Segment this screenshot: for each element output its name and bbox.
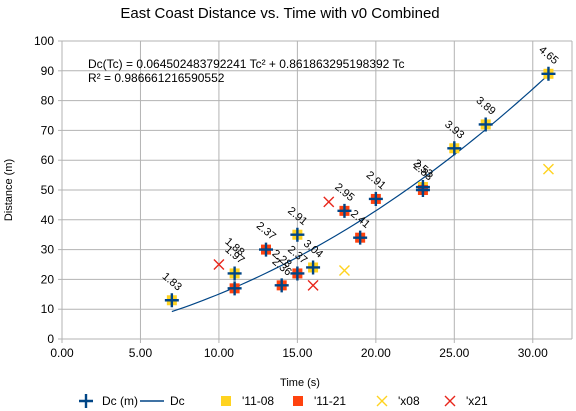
legend-item: '11-21 xyxy=(293,394,346,408)
data-label: 2.95 xyxy=(332,181,356,204)
x-tick-label: 25.00 xyxy=(439,346,469,360)
x-tick-label: 5.00 xyxy=(129,346,153,360)
y-tick-label: 80 xyxy=(41,94,55,108)
legend: Dc (m) Dc '11-08 '11-21 'x08 'x21 xyxy=(79,394,488,408)
y-tick-label: 30 xyxy=(41,243,55,257)
r-squared: R² = 0.986661216590552 xyxy=(88,71,225,85)
legend-marker xyxy=(293,396,303,406)
data-label: 3.89 xyxy=(474,95,498,118)
data-point xyxy=(306,260,321,275)
x-tick-label: 15.00 xyxy=(282,346,312,360)
legend-marker xyxy=(79,394,93,408)
data-point xyxy=(259,242,273,257)
x-tick-label: 0.00 xyxy=(50,346,74,360)
data-point xyxy=(415,180,430,195)
legend-label: '11-08 xyxy=(242,394,274,408)
legend-label: Dc (m) xyxy=(102,394,138,408)
y-tick-label: 70 xyxy=(41,123,55,137)
data-point xyxy=(353,230,368,245)
data-label: 2.41 xyxy=(348,208,372,231)
data-point xyxy=(307,279,319,291)
y-tick-label: 100 xyxy=(34,34,54,48)
grid xyxy=(61,40,573,340)
legend-label: 'x21 xyxy=(466,394,488,408)
x-tick-label: 20.00 xyxy=(361,346,391,360)
data-point xyxy=(541,66,556,81)
y-tick-label: 20 xyxy=(41,272,55,286)
y-tick-label: 10 xyxy=(41,302,55,316)
legend-item: '11-08 xyxy=(221,394,274,408)
data-label: 2.37 xyxy=(254,220,278,243)
legend-item: 'x08 xyxy=(376,394,420,408)
legend-marker xyxy=(444,395,456,407)
y-tick-label: 0 xyxy=(47,332,54,346)
legend-marker xyxy=(376,395,388,407)
y-tick-label: 40 xyxy=(41,213,55,227)
legend-label: 'x08 xyxy=(398,394,420,408)
data-point xyxy=(323,196,335,208)
data-point xyxy=(227,266,242,281)
chart-title: East Coast Distance vs. Time with v0 Com… xyxy=(120,5,439,22)
data-point xyxy=(290,266,305,281)
data-point xyxy=(274,278,289,293)
y-tick-label: 60 xyxy=(41,153,55,167)
x-tick-label: 30.00 xyxy=(518,346,548,360)
data-label: 4.65 xyxy=(536,44,560,67)
data-point xyxy=(478,117,493,132)
y-axis-title: Distance (m) xyxy=(3,159,15,221)
axes: 0 10 20 30 40 50 60 70 80 90 100 0.00 5.00 10.00 15.00… xyxy=(34,34,572,360)
legend-item: 'x21 xyxy=(444,394,488,408)
data-point xyxy=(164,293,179,308)
y-tick-label: 90 xyxy=(41,64,55,78)
legend-marker xyxy=(221,396,231,406)
data-point xyxy=(338,264,350,276)
data-point xyxy=(542,163,554,175)
y-tick-label: 50 xyxy=(41,183,55,197)
data-point xyxy=(447,141,462,156)
trend-equation: Dc(Tc) = 0.064502483792241 Tc² + 0.86186… xyxy=(88,57,404,71)
legend-label: '11-21 xyxy=(314,394,346,408)
data-point xyxy=(337,203,352,218)
data-point xyxy=(213,259,225,270)
x-tick-label: 10.00 xyxy=(204,346,234,360)
data-label: 1.83 xyxy=(160,270,184,293)
data-point xyxy=(368,191,383,206)
legend-item: Dc xyxy=(140,394,185,408)
data-point xyxy=(227,281,242,296)
markers xyxy=(164,66,556,308)
data-point xyxy=(290,227,305,242)
legend-label: Dc xyxy=(170,394,185,408)
legend-item: Dc (m) xyxy=(79,394,138,408)
x-axis-title: Time (s) xyxy=(280,377,320,389)
